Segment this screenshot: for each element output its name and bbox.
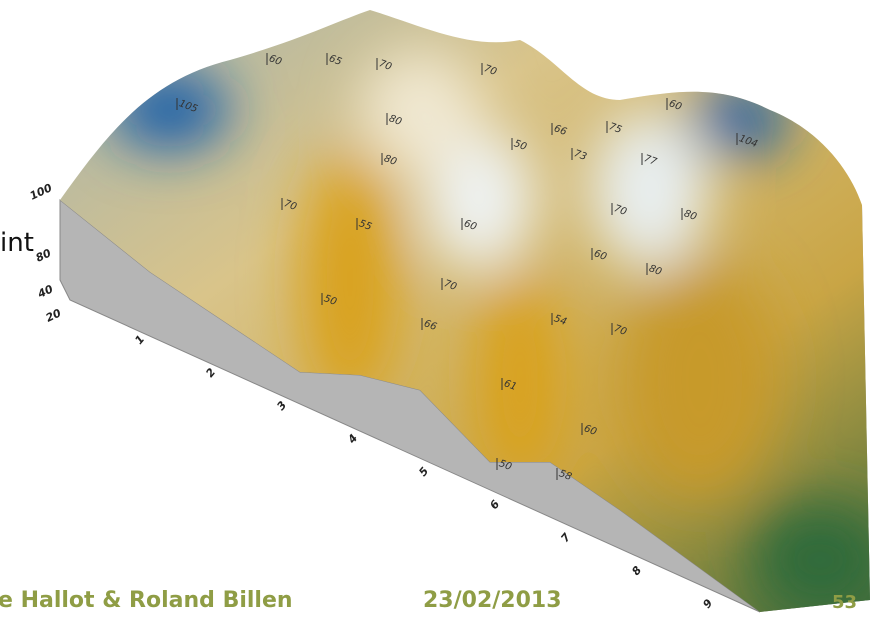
cut-text: int: [0, 228, 34, 258]
page-number: 53: [832, 592, 858, 613]
x-axis-label: 4: [345, 432, 361, 447]
contour-label: 70: [612, 323, 628, 338]
z-axis-label: 80: [34, 246, 54, 264]
z-axis-label: 40: [35, 282, 56, 301]
footer-date: 23/02/2013: [423, 588, 562, 613]
z-axis-label: 100: [28, 181, 55, 203]
contour-label: 61: [502, 378, 518, 393]
contour-label: 80: [387, 113, 403, 128]
x-axis-label: 6: [487, 497, 502, 511]
footer-authors: e Hallot & Roland Billen: [0, 588, 293, 613]
contour-label: 80: [647, 263, 663, 278]
x-axis-label: 9: [700, 596, 715, 610]
x-axis-label: 8: [629, 563, 644, 577]
contour-label: 73: [572, 148, 588, 163]
contour-label: 60: [462, 218, 478, 233]
contour-label: 50: [322, 293, 338, 308]
contour-label: 77: [642, 153, 658, 168]
contour-label: 70: [282, 198, 298, 213]
contour-label: 54: [552, 313, 568, 328]
contour-label: 50: [497, 458, 513, 473]
x-axis-label: 5: [416, 464, 431, 478]
contour-label: 65: [327, 53, 343, 68]
contour-label: 60: [582, 423, 598, 438]
contour-label: 80: [382, 153, 398, 168]
contour-label: 60: [592, 248, 608, 263]
contour-label: 60: [267, 53, 283, 68]
contour-label: 55: [357, 218, 373, 233]
x-axis-label: 7: [558, 530, 573, 544]
contour-label: 70: [612, 203, 628, 218]
z-axis-label: 20: [44, 306, 64, 324]
contour-label: 70: [482, 63, 498, 78]
contour-label: 70: [442, 278, 458, 293]
x-axis-label: 1: [132, 333, 147, 347]
contour-label: 70: [377, 58, 393, 73]
contour-label: 66: [552, 123, 568, 138]
contour-label: 66: [422, 318, 438, 333]
contour-label: 80: [682, 208, 698, 223]
x-axis-label: 2: [203, 365, 218, 379]
contour-label: 50: [512, 138, 528, 153]
contour-label: 75: [607, 121, 623, 136]
contour-label: 58: [557, 468, 573, 483]
contour-label: 60: [667, 98, 683, 113]
x-axis-label: 3: [274, 398, 289, 412]
